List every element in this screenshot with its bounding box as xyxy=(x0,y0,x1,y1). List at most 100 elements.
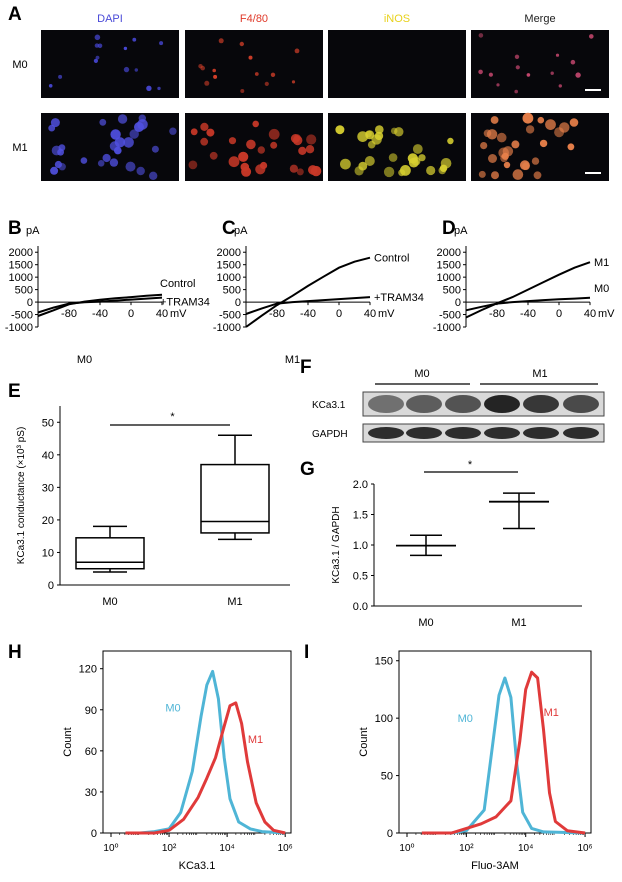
band-label: GAPDH xyxy=(312,429,348,440)
x-axis-label: M1 xyxy=(285,354,300,366)
cell-spot xyxy=(252,120,259,128)
cell-spot xyxy=(134,68,138,72)
panel-letter: D xyxy=(442,218,456,239)
panel-letter: F xyxy=(300,357,312,378)
category-label: M0 xyxy=(418,617,433,629)
cell-spot xyxy=(80,157,88,164)
cell-spot xyxy=(292,135,303,146)
box xyxy=(200,463,270,534)
iv-series-line xyxy=(465,296,591,312)
y-tick-label: 1500 xyxy=(217,260,241,272)
x-tick-label: -80 xyxy=(269,308,285,320)
series-label: M1 xyxy=(544,707,559,719)
cell-spot xyxy=(306,134,317,145)
cell-spot xyxy=(123,46,128,51)
cell-spot xyxy=(114,137,126,148)
series-label: +TRAM34 xyxy=(160,297,210,309)
cell-spot xyxy=(204,80,210,86)
cell-spot xyxy=(48,84,53,88)
panel-letter: C xyxy=(222,218,236,239)
histogram-h: 0 30 60 90 120 10⁰ 10² 10⁴ 10⁶ KCa3.1 Count M0 M1 xyxy=(62,650,293,872)
cell-spot xyxy=(514,89,518,94)
cell-spot xyxy=(491,171,499,180)
x-tick-label: 10² xyxy=(459,843,474,854)
panel-letter: G xyxy=(300,459,315,480)
cell-spot xyxy=(589,34,594,39)
x-tick-label: -80 xyxy=(489,308,505,320)
cell-spot xyxy=(570,59,576,65)
y-tick-label: 2000 xyxy=(437,247,461,259)
micrograph-image xyxy=(471,30,609,98)
y-tick-label: 1.5 xyxy=(353,510,368,522)
panel-letter: E xyxy=(8,381,21,402)
y-tick-label: 2000 xyxy=(9,247,33,259)
cell-spot xyxy=(340,158,351,170)
y-tick-label: 150 xyxy=(375,656,393,668)
y-axis-unit: pA xyxy=(234,225,248,237)
x-tick-label: 40 xyxy=(364,308,376,320)
cell-spot xyxy=(390,127,398,135)
x-tick-label: 10² xyxy=(162,843,177,854)
panel-e-boxplot: 0 10 20 30 40 50 KCa3.1 conductance (×10³ pS) M… xyxy=(16,406,290,608)
cell-spot xyxy=(550,71,554,75)
y-tick-label: 30 xyxy=(42,482,54,494)
cell-spot xyxy=(200,137,209,146)
cell-spot xyxy=(149,171,158,180)
plot-frame xyxy=(398,650,592,834)
row-label: M1 xyxy=(12,142,27,154)
cell-spot xyxy=(146,85,152,92)
cell-spot xyxy=(58,74,63,79)
cell-spot xyxy=(569,118,579,127)
cell-spot xyxy=(157,86,161,91)
panel-letter: H xyxy=(8,642,22,663)
cell-spot xyxy=(93,58,98,64)
blot-band xyxy=(563,395,599,413)
x-tick-label: 10⁶ xyxy=(278,843,293,854)
y-tick-label: 500 xyxy=(443,285,461,297)
y-tick-label: -1000 xyxy=(5,322,33,334)
cell-spot xyxy=(248,55,253,60)
y-tick-label: 0.0 xyxy=(353,601,368,613)
cell-spot xyxy=(159,41,164,46)
panel-letter: I xyxy=(304,642,309,663)
cell-spot xyxy=(488,72,493,77)
y-tick-label: 100 xyxy=(375,713,393,725)
cell-spot xyxy=(490,116,499,124)
y-tick-label: 2.0 xyxy=(353,479,368,491)
series-label: Control xyxy=(374,253,409,265)
y-tick-label: 20 xyxy=(42,515,54,527)
cell-spot xyxy=(254,72,259,76)
significance-mark: * xyxy=(170,411,175,423)
cell-spot xyxy=(228,156,240,168)
panels-flow-histograms: 0 30 60 90 120 10⁰ 10² 10⁴ 10⁶ KCa3.1 Count M0 M1 0 50… xyxy=(62,650,593,872)
cell-spot xyxy=(522,162,530,171)
cell-spot xyxy=(558,84,562,88)
cell-spot xyxy=(511,140,520,149)
cell-spot xyxy=(478,69,483,75)
x-tick-label: 10⁴ xyxy=(219,843,234,854)
micrograph-image xyxy=(328,30,466,98)
x-tick-label: -40 xyxy=(520,308,536,320)
iv-series-line xyxy=(37,293,163,317)
cell-spot xyxy=(500,154,508,163)
series-label: M0 xyxy=(458,713,473,725)
histogram-curve xyxy=(421,676,586,835)
row-label: M0 xyxy=(12,59,27,71)
cell-spot xyxy=(411,156,421,166)
cell-spot xyxy=(296,168,304,176)
y-tick-label: 10 xyxy=(42,547,54,559)
cell-spot xyxy=(212,68,216,73)
histogram-i: 0 50 100 150 10⁰ 10² 10⁴ 10⁶ Fluo-3AM Count M0 M1 xyxy=(358,650,593,872)
cell-spot xyxy=(289,164,298,173)
cell-spot xyxy=(123,66,130,73)
cell-spot xyxy=(188,160,198,170)
cell-spot xyxy=(478,170,486,178)
cell-spot xyxy=(238,151,249,162)
channel-label: DAPI xyxy=(97,13,123,25)
cell-spot xyxy=(240,162,250,172)
micrograph-image xyxy=(185,30,323,98)
y-tick-label: 40 xyxy=(42,450,54,462)
x-axis-unit: mV xyxy=(378,308,395,320)
